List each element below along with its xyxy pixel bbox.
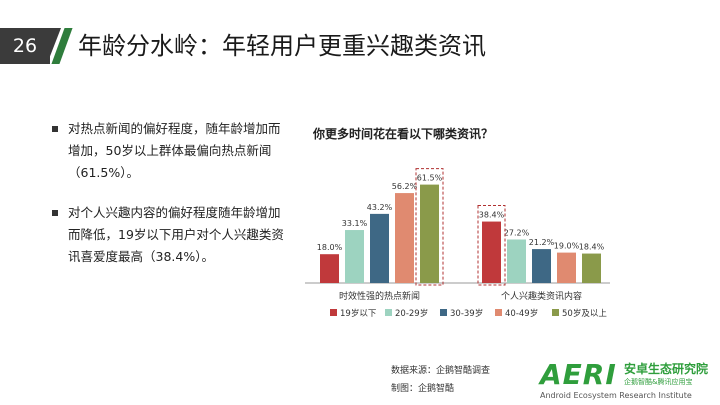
- data-label: 33.1%: [342, 219, 368, 228]
- logo-english-name: Android Ecosystem Research Institute: [540, 391, 692, 400]
- finding-item: 对热点新闻的偏好程度，随年龄增加而增加，50岁以上群体最偏向热点新闻（61.5%…: [46, 118, 286, 184]
- bar: [557, 252, 576, 283]
- logo-chinese-name: 安卓生态研究院: [624, 362, 709, 376]
- bar: [370, 213, 389, 283]
- highlight-box: [477, 205, 506, 286]
- bar: [320, 254, 339, 283]
- bar: [420, 184, 439, 283]
- page-title: 年龄分水岭：年轻用户更重兴趣类资讯: [78, 32, 486, 60]
- page-number: 26: [0, 28, 50, 64]
- finding-text: 对热点新闻的偏好程度，随年龄增加而增加，50岁以上群体最偏向热点新闻（61.5%…: [68, 121, 281, 180]
- highlight-box: [415, 168, 444, 286]
- data-label: 19.0%: [554, 242, 580, 251]
- chart-title: 你更多时间花在看以下哪类资讯？: [313, 127, 494, 141]
- logo-mark: AERI: [540, 358, 617, 391]
- data-label: 56.2%: [392, 182, 418, 191]
- bullet-square-icon: [52, 210, 58, 216]
- credit-line: 制图：企鹅智酷: [391, 384, 455, 394]
- legend-label: 30-39岁: [450, 308, 483, 319]
- legend-swatch: [552, 309, 559, 316]
- bar: [532, 249, 551, 283]
- header: 26 年龄分水岭：年轻用户更重兴趣类资讯: [0, 0, 720, 70]
- finding-item: 对个人兴趣内容的偏好程度随年龄增加而降低，19岁以下用户对个人兴趣类资讯喜爱度最…: [46, 202, 286, 268]
- data-source: 数据来源：企鹅智酷调查 制图：企鹅智酷: [391, 362, 490, 398]
- bullet-square-icon: [52, 126, 58, 132]
- legend-swatch: [495, 309, 502, 316]
- data-label: 61.5%: [417, 174, 443, 183]
- findings-list: 对热点新闻的偏好程度，随年龄增加而增加，50岁以上群体最偏向热点新闻（61.5%…: [46, 118, 286, 286]
- source-line: 数据来源：企鹅智酷调查: [391, 366, 491, 376]
- bar: [395, 193, 414, 283]
- legend-swatch: [440, 309, 447, 316]
- bar: [582, 253, 601, 283]
- age-preference-bar-chart: 18.0% 33.1% 43.2% 56.2%61.5% 时效性强的热点新闻 38.4% 2…: [305, 168, 610, 319]
- category-label: 时效性强的热点新闻: [339, 290, 420, 302]
- legend-label: 40-49岁: [505, 308, 538, 319]
- bar: [345, 230, 364, 283]
- legend-label: 20-29岁: [395, 308, 428, 319]
- data-label: 27.2%: [504, 228, 530, 237]
- data-label: 43.2%: [367, 203, 393, 212]
- legend-swatch: [330, 309, 337, 316]
- legend-label: 19岁以下: [340, 308, 377, 319]
- data-label: 38.4%: [479, 211, 505, 220]
- aeri-logo: AERI 安卓生态研究院 企鹅智酷&腾讯应用宝 Android Ecosyste…: [540, 358, 710, 402]
- finding-text: 对个人兴趣内容的偏好程度随年龄增加而降低，19岁以下用户对个人兴趣类资讯喜爱度最…: [68, 205, 284, 264]
- legend-swatch: [385, 309, 392, 316]
- legend-label: 50岁及以上: [562, 308, 607, 319]
- data-label: 18.4%: [579, 243, 605, 252]
- data-label: 18.0%: [317, 243, 343, 252]
- bar: [482, 221, 501, 283]
- bar: [507, 239, 526, 283]
- category-label: 个人兴趣类资讯内容: [501, 290, 582, 302]
- logo-subtitle: 企鹅智酷&腾讯应用宝: [624, 378, 693, 386]
- data-label: 21.2%: [529, 238, 555, 247]
